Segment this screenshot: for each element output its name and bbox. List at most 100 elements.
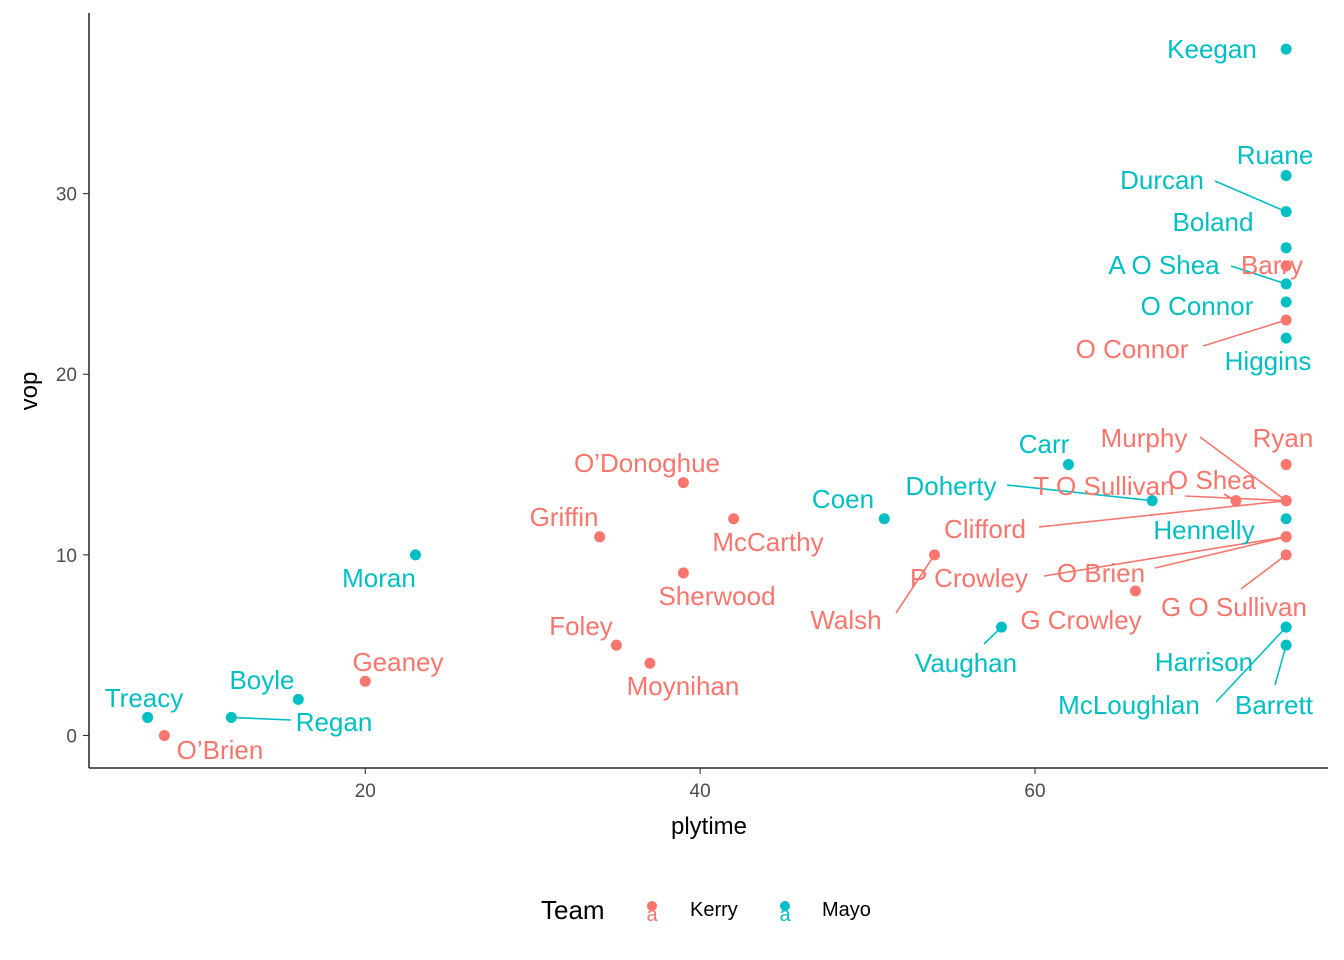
point-label: O Shea [1168,465,1257,495]
point-label: O’Donoghue [574,448,720,478]
data-point [610,639,622,651]
data-point [1280,296,1292,308]
data-point [594,531,606,543]
data-point [1280,278,1292,290]
point-label: Boyle [229,665,294,695]
point-label: Walsh [810,605,881,635]
point-label: McCarthy [712,527,823,557]
data-point [728,513,740,525]
point-label: Barry [1241,250,1303,280]
data-point [677,567,689,579]
point-label: G Crowley [1020,605,1141,635]
label-connector [1240,554,1287,590]
data-point [142,711,154,723]
point-label: Clifford [944,514,1026,544]
point-label: Durcan [1120,165,1204,195]
data-point [1280,332,1292,344]
data-point [158,729,170,741]
point-label: P Crowley [910,563,1028,593]
y-tick-label: 30 [56,185,77,206]
data-point [1062,459,1074,471]
data-point [359,675,371,687]
data-point [1280,314,1292,326]
data-point [1129,585,1141,597]
label-connector [1274,644,1287,686]
point-label-layer: Keegan Ruane Durcan Boland Barry A O Shea O Co… [105,34,1314,765]
data-point [409,549,421,561]
legend-title: Team [541,895,605,925]
point-label: McLoughlan [1058,690,1200,720]
data-point [644,657,656,669]
label-connector [1215,626,1287,703]
point-label: Coen [812,484,874,514]
y-axis-ticks: 0 10 20 30 [56,185,89,747]
label-connector [231,716,292,721]
legend-key-kerry-glyph: a [646,904,658,926]
legend-key-mayo-glyph: a [779,904,791,926]
x-axis-title: plytime [671,813,747,840]
label-connector [895,554,936,614]
legend-key-mayo-point [780,901,790,911]
y-tick-label: 20 [56,365,77,386]
point-label: A O Shea [1108,250,1220,280]
data-point [677,477,689,489]
point-label: G O Sullivan [1161,592,1307,622]
point-label: Carr [1019,429,1070,459]
label-connector [1006,484,1153,502]
point-label: O’Brien [177,735,264,765]
data-point [1280,495,1292,507]
label-connector [1043,536,1287,577]
point-label: Higgins [1225,346,1312,376]
point-label: Regan [296,707,373,737]
data-point [1280,459,1292,471]
point-label: Hennelly [1153,515,1254,545]
data-point [1280,621,1292,633]
point-label: O Connor [1141,291,1254,321]
data-point [292,693,304,705]
data-point [1280,513,1292,525]
data-point [1280,531,1292,543]
point-label: Ryan [1253,423,1314,453]
legend-key-kerry-point [647,901,657,911]
x-tick-label: 40 [690,781,711,802]
data-point [1280,549,1292,561]
data-point [225,711,237,723]
point-label: Moran [342,563,416,593]
data-point [929,549,941,561]
point-label: Foley [549,611,613,641]
point-label: T O Sullivan [1033,471,1174,501]
point-label: Doherty [905,471,996,501]
point-label: O Connor [1076,334,1189,364]
y-tick-label: 10 [56,546,77,567]
point-label: Vaughan [915,648,1017,678]
y-axis-title: vop [16,372,43,411]
label-connector [1230,265,1287,285]
point-label: Harrison [1155,647,1253,677]
point-label: Griffin [530,502,599,532]
point-label: Geaney [352,647,443,677]
point-label: Barrett [1235,690,1314,720]
legend-label-kerry: Kerry [690,899,738,921]
data-point [878,513,890,525]
label-connector [1038,499,1287,528]
point-label: Ruane [1237,140,1314,170]
label-connector [1199,436,1287,502]
data-point [1280,206,1292,218]
point-label: Keegan [1167,34,1257,64]
legend-label-mayo: Mayo [822,899,871,921]
data-point [1146,495,1158,507]
data-point [1280,639,1292,651]
point-label: Treacy [105,683,184,713]
label-connector [1202,319,1287,347]
label-connector [1214,180,1287,213]
point-label: Moynihan [627,671,740,701]
point-label: Sherwood [658,581,775,611]
x-axis-ticks: 20 40 60 [355,768,1046,802]
data-point [1280,170,1292,182]
x-tick-label: 20 [355,781,376,802]
legend: Team a Kerry a Mayo [541,895,871,926]
data-point [1280,242,1292,254]
point-label: Murphy [1101,423,1188,453]
y-tick-label: 0 [66,726,77,747]
legend-key-kerry: a [646,901,658,926]
